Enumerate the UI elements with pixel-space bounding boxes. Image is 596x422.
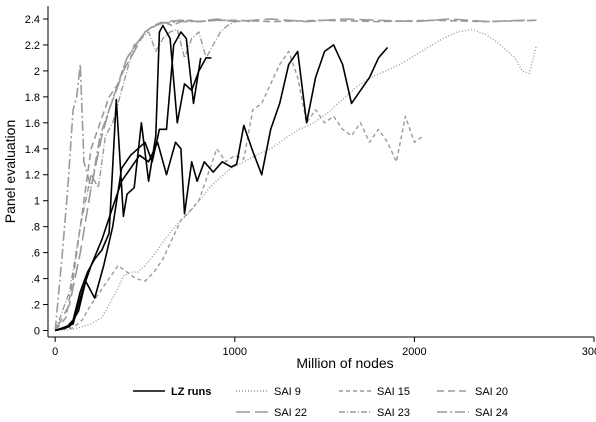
legend-label: SAI 23 (377, 407, 410, 419)
legend-label: LZ runs (171, 386, 211, 398)
plot-lines (54, 18, 538, 332)
y-axis-title: Panel evaluation (2, 120, 18, 224)
y-tick-label: 2.2 (25, 40, 40, 52)
legend: LZ runs SAI 9 SAI 15 SAI 20 SAI 22 SAI 23 SAI … (133, 386, 508, 419)
y-tick-label: .4 (31, 274, 40, 286)
x-tick-label: 1000 (223, 346, 247, 358)
legend-label: SAI 24 (475, 407, 508, 419)
series-line-8 (54, 19, 235, 331)
series-line-1 (54, 31, 202, 332)
series-line-6 (54, 18, 537, 331)
series-line-7 (54, 19, 257, 331)
legend-label: SAI 9 (274, 386, 301, 398)
series-line-5 (54, 19, 537, 332)
x-axis-title: Million of nodes (296, 355, 393, 371)
y-tick-label: 1.4 (25, 144, 40, 156)
y-tick-label: 1.2 (25, 170, 40, 182)
x-tick-label: 0 (52, 346, 58, 358)
y-tick-label: .2 (31, 300, 40, 312)
x-tick-label: 2000 (402, 346, 426, 358)
series-line-0 (55, 24, 212, 332)
y-tick-label: .6 (31, 248, 40, 260)
y-tick-label: 1.6 (25, 118, 40, 130)
y-tick-label: 0 (34, 326, 40, 338)
y-tick-label: 2.4 (25, 14, 40, 26)
x-tick-label: 3000 (582, 346, 596, 358)
y-tick-label: 1.8 (25, 92, 40, 104)
axes: 0 .2 .4 .6 .8 1 1.2 1.4 1.6 1.8 2 2.2 2.4 0 1000 2000 30… (2, 6, 596, 371)
legend-label: SAI 20 (475, 386, 508, 398)
y-tick-label: 2 (34, 66, 40, 78)
legend-label: SAI 15 (377, 386, 410, 398)
y-tick-label: 1 (34, 196, 40, 208)
legend-label: SAI 22 (274, 407, 307, 419)
series-line-2 (54, 44, 389, 332)
series-line-3 (55, 28, 538, 332)
series-line-4 (55, 50, 424, 332)
y-tick-label: .8 (31, 222, 40, 234)
